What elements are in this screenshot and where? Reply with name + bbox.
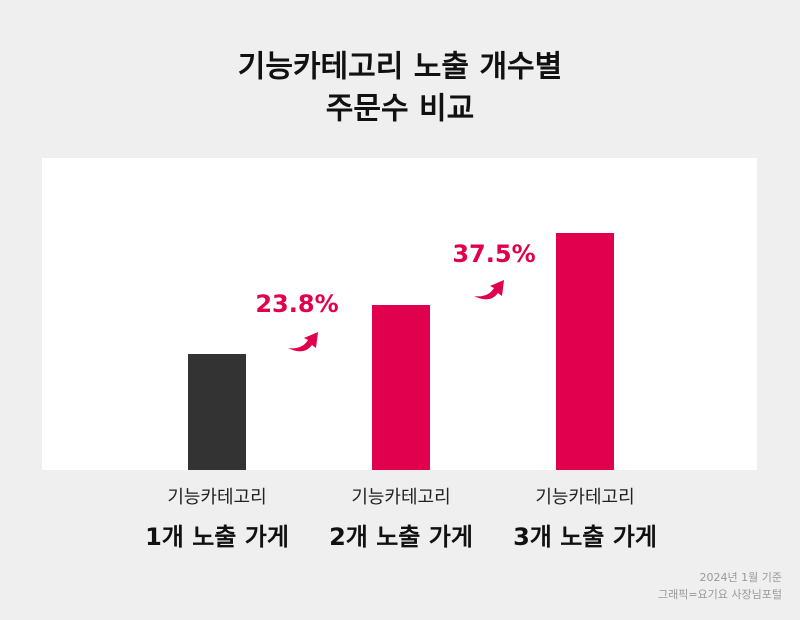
x-tick-sublabel: 기능카테고리 <box>167 487 266 508</box>
bar <box>188 354 246 470</box>
growth-label: 23.8% <box>255 290 338 318</box>
chart-title: 주문수 비교 <box>326 92 474 127</box>
x-tick-label: 1개 노출 가게 <box>145 523 289 551</box>
growth-arrow <box>474 280 504 300</box>
growth-arrow <box>288 332 318 352</box>
x-tick-sublabel: 기능카테고리 <box>351 487 450 508</box>
footnote: 그래픽=요기요 사장님포털 <box>658 588 782 601</box>
bar <box>372 305 430 470</box>
bar <box>556 233 614 470</box>
x-tick-label: 2개 노출 가게 <box>329 523 473 551</box>
growth-label: 37.5% <box>452 240 535 268</box>
x-tick-sublabel: 기능카테고리 <box>535 487 634 508</box>
chart-title: 기능카테고리 노출 개수별 <box>238 50 563 85</box>
footnote: 2024년 1월 기준 <box>700 571 782 584</box>
x-tick-label: 3개 노출 가게 <box>513 523 657 551</box>
